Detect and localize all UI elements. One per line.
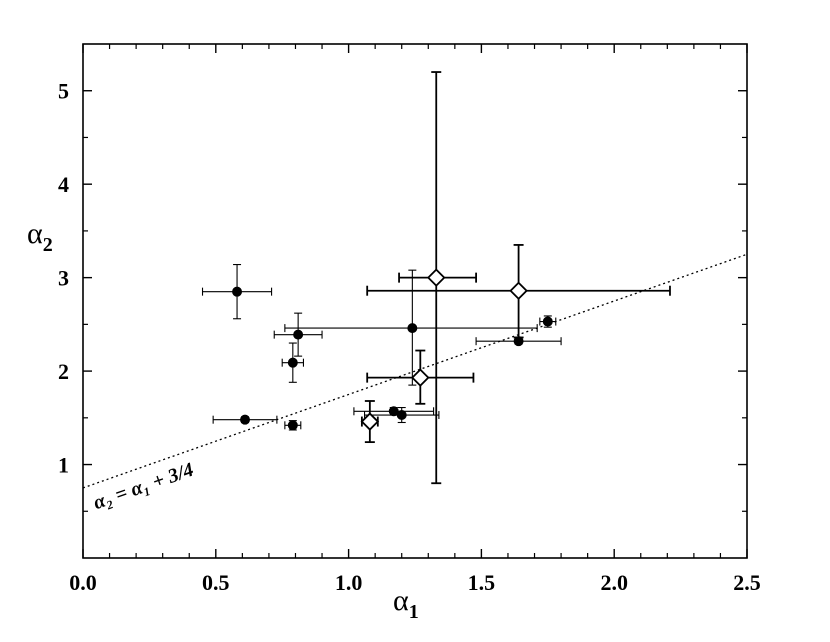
y-axis-label: α2 [27, 217, 53, 256]
open-diamond-point [366, 349, 475, 405]
x-axis-label: α1 [393, 584, 419, 623]
reference-line-label: α₂ = α₁ + 3/4 [91, 459, 197, 514]
x-tick-label: 2.5 [733, 570, 761, 595]
y-tick-label: 3 [58, 266, 69, 291]
circle-marker [287, 357, 298, 368]
x-tick-label: 0.5 [202, 570, 230, 595]
filled-circle-point [273, 312, 323, 357]
circle-marker [407, 323, 418, 334]
diamond-marker [426, 268, 446, 287]
x-tick-label: 1.5 [468, 570, 496, 595]
circle-marker [396, 410, 407, 421]
circle-marker [240, 414, 251, 425]
open-diamond-point [366, 244, 671, 339]
reference-line-layer [82, 253, 748, 489]
filled-circle-point [353, 406, 435, 417]
diamond-marker [360, 412, 380, 431]
x-tick-label: 1.0 [335, 570, 363, 595]
diamond-marker [411, 368, 430, 387]
y-tick-label: 2 [58, 359, 69, 384]
filled-circle-point [281, 342, 304, 383]
diamond-marker [509, 281, 528, 300]
data-points-layer [201, 71, 671, 485]
x-tick-label: 2.0 [600, 570, 628, 595]
filled-circle-point [363, 406, 440, 424]
x-axis-label-symbol: α [393, 584, 409, 617]
filled-circle-point [212, 414, 278, 425]
circle-marker [293, 329, 304, 340]
reference-line [82, 253, 748, 489]
y-axis-label-subscript: 2 [43, 234, 53, 256]
x-tick-label: 0.0 [69, 570, 97, 595]
circle-marker [388, 406, 399, 417]
plot-frame [82, 43, 748, 559]
y-tick-label: 1 [58, 453, 69, 478]
filled-circle-point [284, 269, 538, 386]
circle-marker [542, 316, 553, 327]
y-tick-label: 5 [58, 79, 69, 104]
open-diamond-point [360, 400, 380, 444]
labels-layer: 0.0 0.5 1.0 1.5 2.0 2.5 1 2 3 4 5 [58, 79, 761, 595]
y-tick-label: 4 [58, 172, 69, 197]
circle-marker [287, 420, 298, 431]
open-diamond-point [398, 71, 477, 485]
filled-circle-point [284, 420, 302, 431]
y-axis-label-symbol: α [27, 217, 43, 250]
x-axis-label-subscript: 1 [409, 601, 419, 623]
circle-marker [232, 286, 243, 297]
filled-circle-point [539, 315, 557, 328]
filled-circle-point [201, 264, 273, 320]
